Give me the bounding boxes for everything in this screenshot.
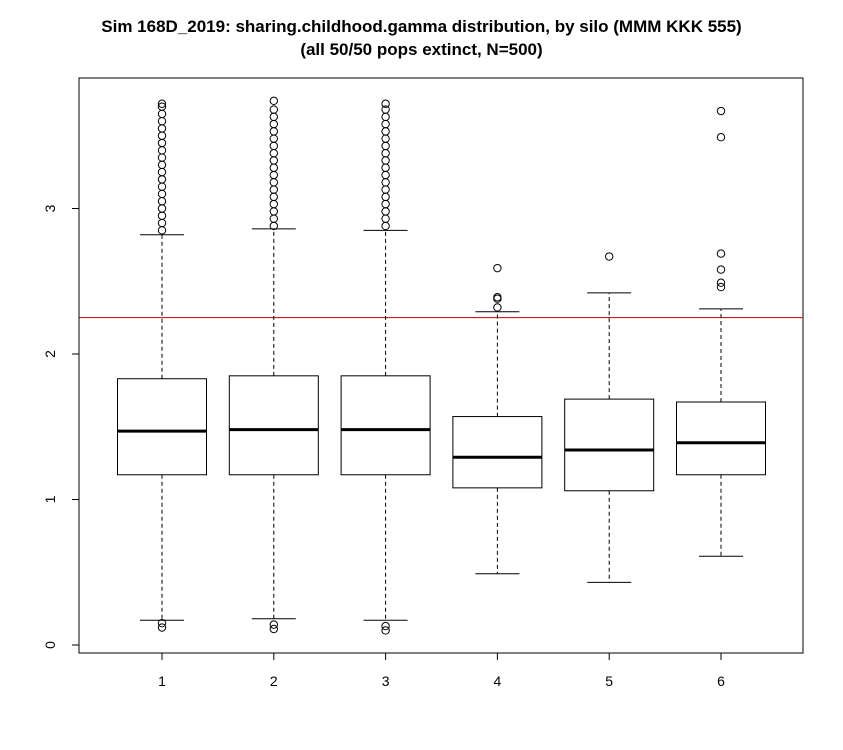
outlier-point xyxy=(157,117,167,126)
outlier-point xyxy=(381,214,390,223)
outlier-point xyxy=(157,131,167,140)
outlier-point xyxy=(157,160,167,170)
x-tick-label: 1 xyxy=(158,673,166,689)
outlier-point xyxy=(269,163,278,172)
outlier-point xyxy=(381,127,390,136)
box-group-6 xyxy=(676,106,766,557)
outlier-point xyxy=(381,178,390,187)
x-tick-label: 6 xyxy=(717,673,725,689)
box-group-1 xyxy=(117,99,207,632)
outlier-point xyxy=(157,124,167,133)
outlier-point xyxy=(269,199,278,209)
outlier-point xyxy=(493,293,502,302)
outlier-point xyxy=(381,149,390,158)
outlier-point xyxy=(381,119,390,129)
box-group-2 xyxy=(228,96,319,634)
outlier-point xyxy=(157,197,167,206)
outlier-point xyxy=(157,211,167,220)
boxes-layer xyxy=(117,96,766,635)
outlier-point xyxy=(157,102,167,111)
outlier-point xyxy=(269,156,278,165)
chart-subtitle: (all 50/50 pops extinct, N=500) xyxy=(300,40,543,59)
y-axis: 0 1 2 3 xyxy=(42,204,80,649)
outlier-point xyxy=(269,178,278,187)
outlier-point xyxy=(269,185,278,194)
outlier-point xyxy=(157,204,167,213)
outlier-point xyxy=(381,192,390,202)
outlier-point xyxy=(716,106,726,116)
y-tick-label: 1 xyxy=(42,495,58,503)
outlier-point xyxy=(157,99,167,108)
box-iqr xyxy=(452,416,543,489)
chart-title: Sim 168D_2019: sharing.childhood.gamma d… xyxy=(101,17,742,36)
outlier-point xyxy=(157,109,167,119)
outlier-point xyxy=(157,153,167,162)
outlier-point xyxy=(269,119,278,129)
y-tick-label: 0 xyxy=(42,641,58,649)
outlier-point xyxy=(269,192,278,202)
outlier-point xyxy=(157,146,167,155)
box-iqr xyxy=(117,378,207,476)
outlier-point xyxy=(157,226,167,235)
outlier-point xyxy=(269,141,278,151)
outlier-point xyxy=(269,134,278,143)
box-iqr xyxy=(228,375,319,476)
outlier-point xyxy=(493,263,502,273)
x-tick-label: 4 xyxy=(494,673,502,689)
outlier-point xyxy=(381,221,390,231)
outlier-point xyxy=(269,149,278,158)
outlier-point xyxy=(716,278,726,287)
outlier-point xyxy=(381,156,390,165)
box-iqr xyxy=(340,375,431,476)
box-group-3 xyxy=(340,99,431,635)
outlier-point xyxy=(157,618,167,628)
outlier-point xyxy=(269,624,278,634)
outlier-point xyxy=(716,249,726,258)
x-tick-label: 2 xyxy=(270,673,278,689)
outlier-point xyxy=(381,185,390,194)
outlier-point xyxy=(157,182,167,191)
outlier-point xyxy=(157,623,167,632)
outlier-point xyxy=(269,207,278,216)
outlier-point xyxy=(157,218,167,228)
y-tick-label: 3 xyxy=(42,204,58,212)
x-tick-label: 3 xyxy=(382,673,390,689)
plot-frame xyxy=(78,77,804,654)
box-iqr xyxy=(564,398,655,492)
outlier-point xyxy=(381,112,390,122)
box-iqr xyxy=(676,401,766,476)
outlier-point xyxy=(269,105,278,114)
outlier-point xyxy=(269,112,278,122)
outlier-point xyxy=(157,167,167,177)
outlier-point xyxy=(269,127,278,136)
box-group-5 xyxy=(564,252,655,583)
outlier-point xyxy=(716,282,726,292)
outlier-point xyxy=(381,170,390,180)
outlier-point xyxy=(269,620,278,629)
x-axis: 1 2 3 4 5 6 xyxy=(158,652,725,689)
outlier-point xyxy=(716,265,726,274)
outlier-point xyxy=(381,141,390,151)
outlier-point xyxy=(381,207,390,216)
outlier-point xyxy=(381,99,390,108)
outlier-point xyxy=(381,626,390,635)
box-group-4 xyxy=(452,263,543,575)
outlier-point xyxy=(269,170,278,180)
x-tick-label: 5 xyxy=(605,673,613,689)
y-tick-label: 2 xyxy=(42,350,58,358)
outlier-point xyxy=(381,199,390,209)
outlier-point xyxy=(157,175,167,184)
outlier-point xyxy=(381,105,390,114)
outlier-point xyxy=(493,303,502,312)
outlier-point xyxy=(605,252,614,261)
outlier-point xyxy=(381,134,390,143)
outlier-point xyxy=(157,138,167,148)
outlier-point xyxy=(716,133,726,142)
outlier-point xyxy=(269,96,278,106)
outlier-point xyxy=(381,163,390,172)
outlier-point xyxy=(157,189,167,199)
outlier-point xyxy=(381,621,390,631)
outlier-point xyxy=(269,214,278,223)
